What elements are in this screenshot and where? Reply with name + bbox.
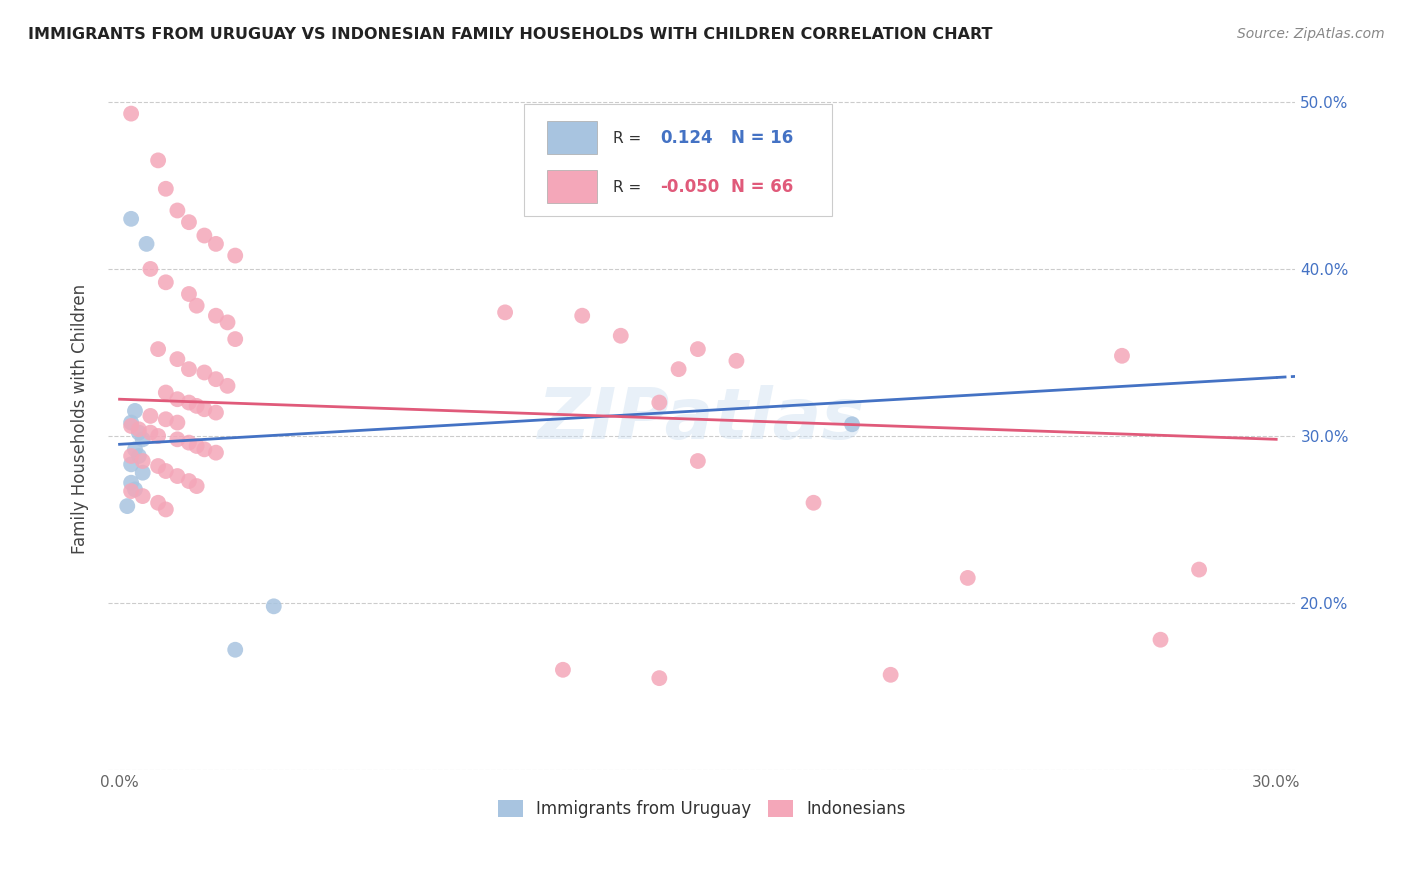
Point xyxy=(124,483,146,497)
Point xyxy=(120,484,142,499)
Text: N = 66: N = 66 xyxy=(731,178,793,196)
Point xyxy=(166,352,188,367)
Point xyxy=(128,425,150,440)
Point xyxy=(146,153,169,168)
Point xyxy=(166,392,188,407)
Point xyxy=(217,379,239,393)
Point xyxy=(193,402,215,417)
Point xyxy=(139,409,162,423)
Point xyxy=(193,442,215,457)
Point xyxy=(1188,563,1211,577)
Text: R =: R = xyxy=(613,130,645,145)
Point xyxy=(120,475,142,490)
Point xyxy=(193,366,215,380)
Point xyxy=(155,385,177,400)
Point xyxy=(155,464,177,478)
Point xyxy=(841,417,863,432)
Point xyxy=(686,454,709,468)
Point xyxy=(263,599,285,614)
Point xyxy=(205,406,228,420)
Point xyxy=(186,479,208,493)
Point xyxy=(166,432,188,446)
Point xyxy=(648,671,671,685)
Point xyxy=(146,342,169,356)
Point xyxy=(205,236,228,251)
Point xyxy=(128,449,150,463)
Point xyxy=(139,425,162,440)
Point xyxy=(224,332,246,346)
Point xyxy=(155,502,177,516)
Text: N = 16: N = 16 xyxy=(731,129,793,147)
Point xyxy=(186,439,208,453)
Point xyxy=(131,489,153,503)
Point xyxy=(124,442,146,457)
Point xyxy=(177,362,200,376)
Point xyxy=(131,432,153,446)
Text: IMMIGRANTS FROM URUGUAY VS INDONESIAN FAMILY HOUSEHOLDS WITH CHILDREN CORRELATIO: IMMIGRANTS FROM URUGUAY VS INDONESIAN FA… xyxy=(28,27,993,42)
Point xyxy=(1149,632,1171,647)
Point xyxy=(494,305,516,319)
Point xyxy=(120,106,142,120)
Point xyxy=(571,309,593,323)
Point xyxy=(177,474,200,488)
Point xyxy=(551,663,574,677)
Point xyxy=(177,435,200,450)
FancyBboxPatch shape xyxy=(547,121,598,153)
Point xyxy=(186,299,208,313)
Point xyxy=(120,416,142,430)
Point xyxy=(146,429,169,443)
FancyBboxPatch shape xyxy=(523,103,832,216)
Point xyxy=(120,458,142,472)
Point xyxy=(166,203,188,218)
Point xyxy=(131,466,153,480)
Point xyxy=(217,315,239,329)
Point xyxy=(205,445,228,459)
Point xyxy=(205,372,228,386)
Point xyxy=(120,211,142,226)
Text: ZIPatlas: ZIPatlas xyxy=(538,384,866,454)
Point xyxy=(155,275,177,289)
Text: -0.050: -0.050 xyxy=(661,178,720,196)
Point xyxy=(1111,349,1133,363)
Point xyxy=(224,249,246,263)
Point xyxy=(124,404,146,418)
Point xyxy=(186,399,208,413)
Point xyxy=(139,262,162,277)
Point xyxy=(648,395,671,409)
Point xyxy=(146,458,169,473)
Legend: Immigrants from Uruguay, Indonesians: Immigrants from Uruguay, Indonesians xyxy=(491,793,912,825)
Text: Source: ZipAtlas.com: Source: ZipAtlas.com xyxy=(1237,27,1385,41)
Point xyxy=(205,309,228,323)
FancyBboxPatch shape xyxy=(547,170,598,202)
Point xyxy=(120,419,142,434)
Point xyxy=(803,496,825,510)
Point xyxy=(668,362,690,376)
Point xyxy=(879,667,901,681)
Point xyxy=(146,496,169,510)
Point xyxy=(166,469,188,483)
Point xyxy=(131,454,153,468)
Point xyxy=(177,395,200,409)
Text: 0.124: 0.124 xyxy=(661,129,713,147)
Point xyxy=(117,499,139,513)
Point xyxy=(177,215,200,229)
Point xyxy=(155,412,177,426)
Point xyxy=(686,342,709,356)
Y-axis label: Family Households with Children: Family Households with Children xyxy=(72,285,89,554)
Point xyxy=(166,416,188,430)
Point xyxy=(224,642,246,657)
Point xyxy=(155,182,177,196)
Point xyxy=(725,353,748,368)
Point xyxy=(120,449,142,463)
Point xyxy=(177,287,200,301)
Point xyxy=(956,571,979,585)
Text: R =: R = xyxy=(613,179,645,194)
Point xyxy=(135,236,157,251)
Point xyxy=(193,228,215,243)
Point xyxy=(128,422,150,436)
Point xyxy=(610,328,633,343)
